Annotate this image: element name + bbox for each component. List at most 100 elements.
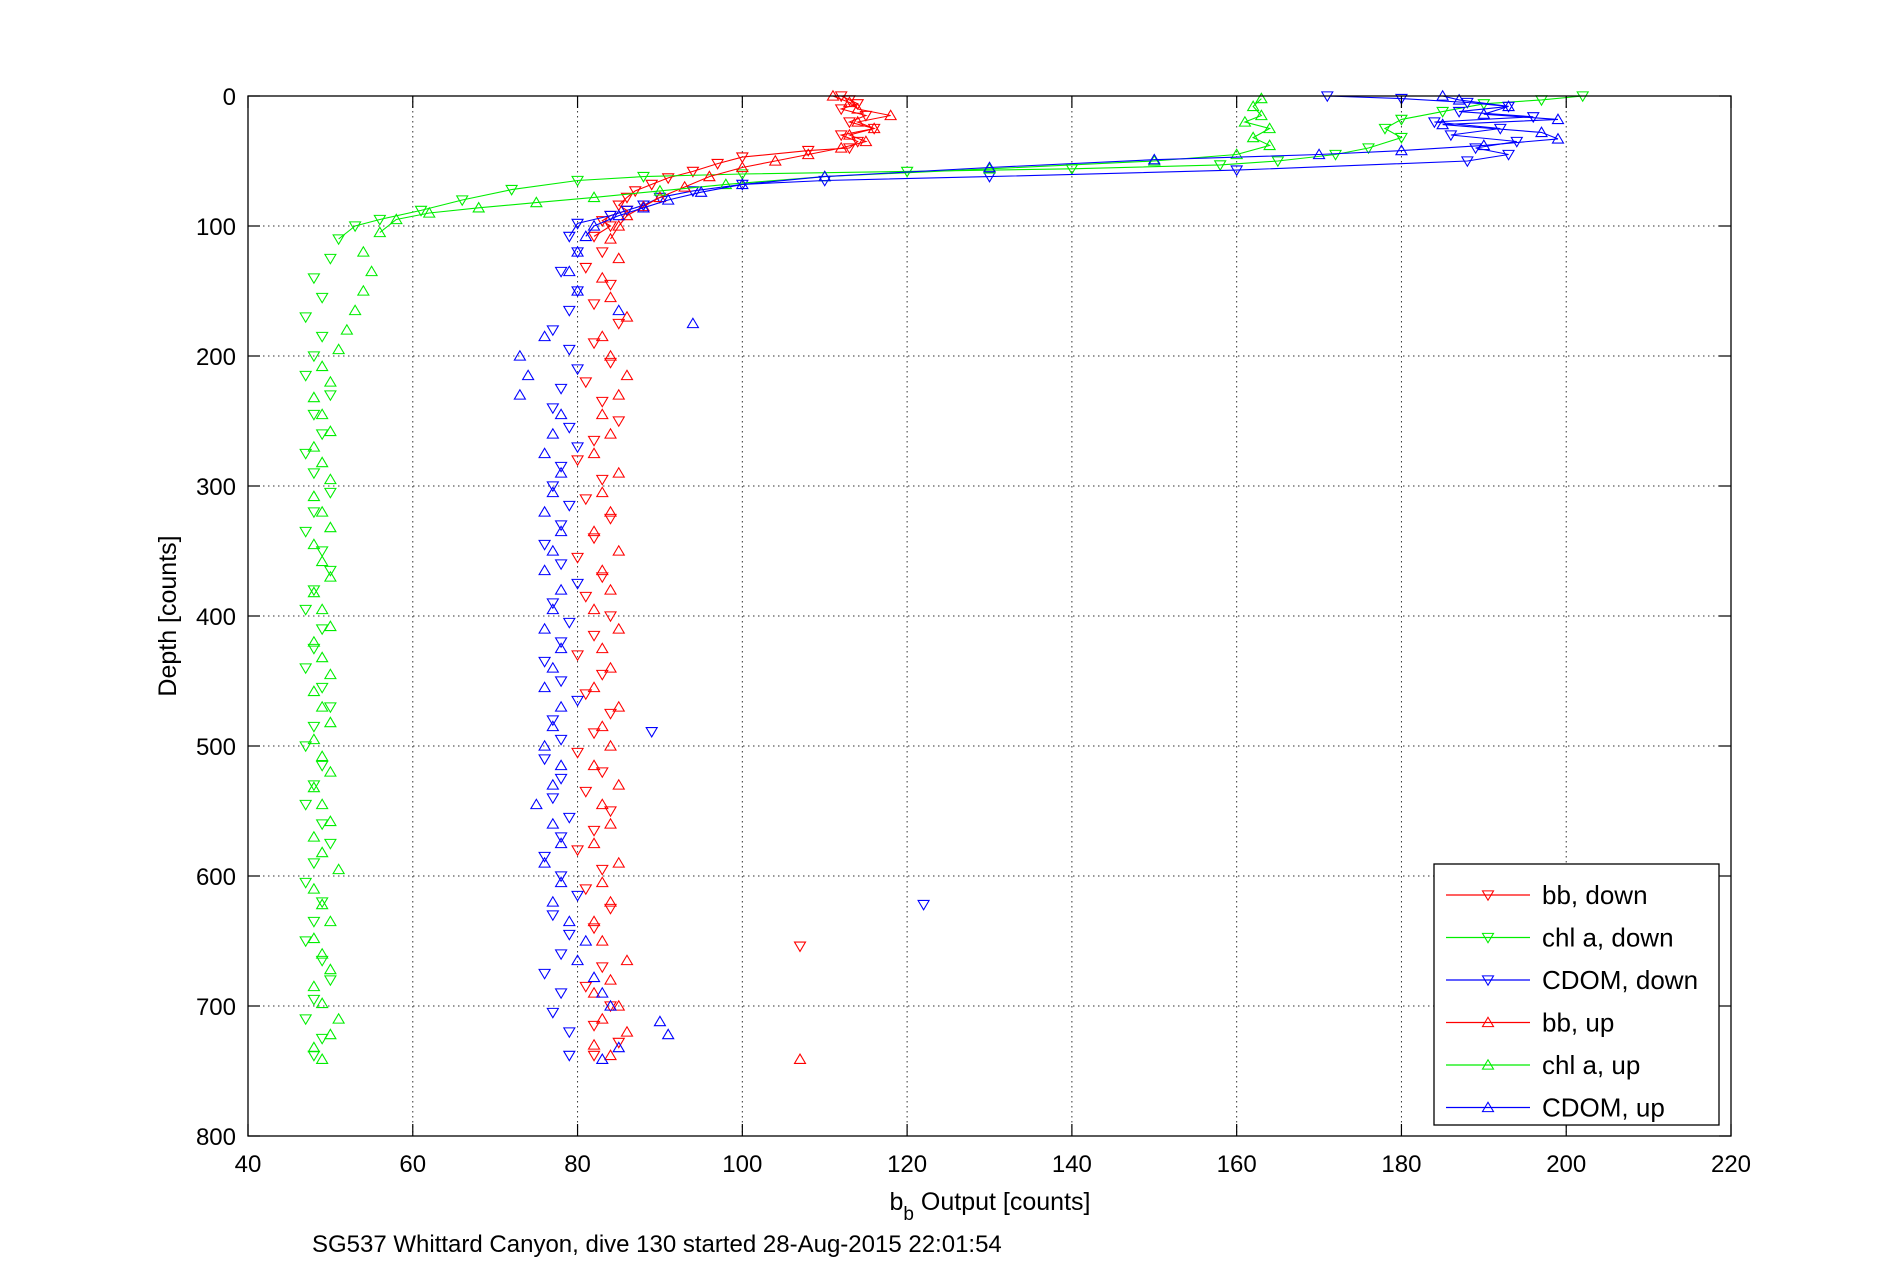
data-point: [587, 1050, 601, 1062]
data-point: [604, 1001, 617, 1013]
data-point: [562, 1050, 576, 1062]
data-point: [587, 971, 601, 983]
data-point: [554, 759, 568, 771]
data-point: [645, 179, 659, 191]
data-point: [579, 884, 593, 896]
data-point: [571, 747, 585, 759]
data-point: [546, 427, 560, 439]
data-point: [620, 954, 634, 966]
data-point: [1329, 149, 1342, 161]
data-point: [323, 473, 337, 485]
data-point: [332, 343, 346, 355]
data-point: [323, 765, 337, 777]
data-point: [637, 171, 650, 183]
data-point: [579, 689, 593, 701]
data-point: [571, 552, 585, 564]
data-point: [595, 767, 609, 779]
data-point: [546, 598, 560, 610]
data-point: [587, 923, 601, 935]
data-point: [867, 122, 881, 134]
series-line: [379, 98, 1272, 233]
data-point: [604, 739, 617, 751]
legend-marker: [1481, 890, 1495, 902]
data-point: [604, 349, 617, 361]
data-point: [323, 620, 337, 632]
data-point: [1502, 149, 1516, 161]
data-point: [571, 442, 585, 454]
data-point: [562, 305, 576, 317]
data-point: [595, 962, 609, 974]
data-point: [554, 466, 568, 478]
data-point: [299, 604, 313, 616]
data-point: [604, 999, 617, 1011]
data-point: [299, 663, 313, 675]
data-point: [818, 170, 832, 182]
data-point: [562, 929, 576, 941]
data-point: [307, 733, 321, 745]
data-point: [554, 871, 568, 883]
data-point: [595, 330, 609, 342]
data-point: [307, 858, 321, 870]
data-point: [546, 720, 560, 732]
data-point: [612, 856, 626, 868]
data-point: [307, 643, 321, 655]
data-point: [661, 193, 675, 205]
data-point: [983, 161, 996, 173]
data-point: [373, 226, 387, 238]
data-point: [678, 180, 692, 192]
data-point: [604, 895, 617, 907]
data-point: [332, 1012, 346, 1024]
data-point: [571, 284, 585, 296]
x-tick-label: 60: [399, 1151, 426, 1178]
data-point: [315, 846, 329, 858]
data-point: [595, 271, 609, 283]
data-point: [571, 845, 585, 857]
y-tick-label: 700: [196, 994, 236, 1021]
data-point: [719, 178, 733, 190]
y-tick-label: 800: [196, 1124, 236, 1151]
data-point: [571, 218, 585, 230]
data-point: [323, 565, 337, 577]
data-point: [917, 899, 931, 911]
data-point: [323, 390, 337, 402]
data-point: [554, 642, 568, 654]
data-point: [579, 934, 593, 946]
y-tick-label: 400: [196, 604, 236, 631]
data-point: [735, 152, 749, 164]
data-point: [571, 245, 585, 257]
data-point: [587, 447, 601, 459]
data-point: [851, 102, 865, 114]
data-point: [538, 968, 552, 980]
data-point: [604, 903, 617, 915]
data-point: [604, 1049, 617, 1061]
data-point: [554, 461, 568, 473]
data-point: [1551, 132, 1565, 144]
data-point: [562, 231, 576, 243]
data-point: [604, 505, 617, 517]
data-point: [604, 291, 617, 303]
legend-marker: [1481, 1058, 1495, 1070]
data-point: [604, 232, 617, 244]
legend-label: CDOM, up: [1542, 1093, 1665, 1123]
data-point: [579, 262, 593, 274]
legend-box: [1433, 863, 1720, 1126]
data-point: [620, 209, 634, 221]
data-point: [323, 253, 337, 265]
data-point: [323, 702, 337, 714]
data-point: [645, 727, 659, 739]
data-point: [587, 681, 601, 693]
data-point: [587, 603, 601, 615]
data-point: [571, 364, 585, 376]
data-point: [554, 832, 568, 844]
data-point: [546, 910, 560, 922]
legend-label: CDOM, down: [1542, 965, 1698, 995]
data-point: [842, 143, 856, 155]
data-point: [554, 520, 568, 532]
data-point: [587, 219, 601, 231]
data-point: [571, 286, 585, 298]
data-point: [455, 195, 469, 207]
data-point: [299, 312, 313, 324]
data-point: [554, 734, 568, 746]
data-point: [546, 895, 560, 907]
data-series: [299, 89, 1590, 1064]
